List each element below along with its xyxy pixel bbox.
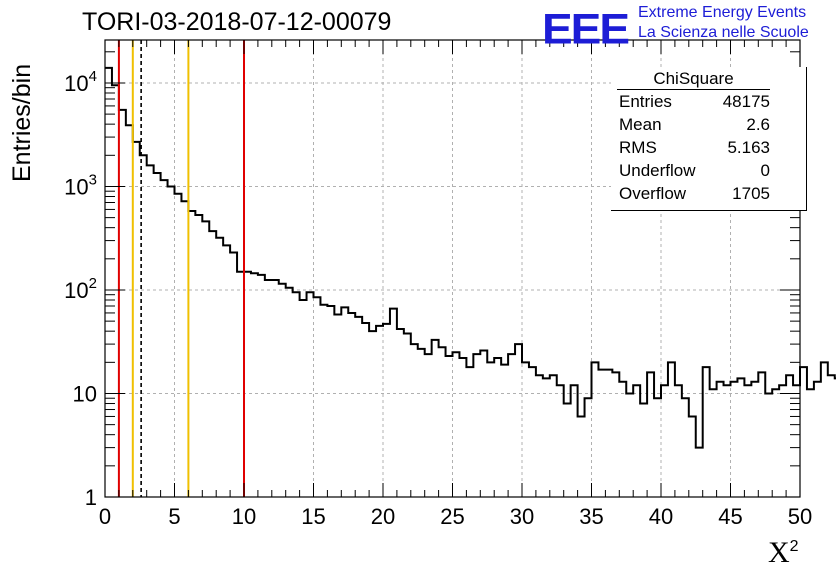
- y-tick-exponent: 4: [89, 68, 97, 85]
- y-tick-label: 103: [64, 171, 97, 199]
- y-tick-base: 10: [64, 174, 88, 199]
- stats-row-underflow: Underflow 0: [611, 159, 806, 182]
- eee-logo: EEE: [542, 5, 630, 53]
- y-tick-base: 10: [64, 71, 88, 96]
- x-tick-label: 40: [649, 504, 673, 529]
- logo-line-1: Extreme Energy Events: [638, 4, 807, 21]
- histogram-step-line: [105, 66, 836, 449]
- histogram-series: [105, 66, 836, 449]
- stats-row-overflow: Overflow 1705: [611, 182, 806, 205]
- x-axis-label: X2: [768, 536, 799, 570]
- x-tick-label: 25: [440, 504, 464, 529]
- y-tick-label: 104: [64, 68, 97, 96]
- stats-value: 2.6: [746, 115, 770, 134]
- stats-box: ChiSquare Entries 48175 Mean 2.6 RMS 5.1…: [611, 67, 807, 211]
- marker-lines: [117, 40, 245, 497]
- x-tick-label: 35: [579, 504, 603, 529]
- y-tick-label: 1: [85, 485, 97, 510]
- x-axis-label-exponent: 2: [789, 538, 799, 555]
- stats-value: 1705: [732, 184, 770, 203]
- plot-title: TORI-03-2018-07-12-00079: [82, 8, 392, 36]
- y-axis-label: Entries/bin: [8, 63, 36, 182]
- x-tick-label: 20: [371, 504, 395, 529]
- x-tick-label: 50: [788, 504, 812, 529]
- stats-label: Mean: [619, 115, 662, 134]
- x-tick-label: 45: [718, 504, 742, 529]
- stats-label: Overflow: [619, 184, 687, 203]
- x-tick-label: 5: [168, 504, 180, 529]
- x-axis-label-base: X: [768, 536, 790, 569]
- stats-label: RMS: [619, 138, 657, 157]
- x-tick-label: 0: [99, 504, 111, 529]
- x-tick-labels: 0 5 10 15 20 25 30 35 40 45 50: [99, 504, 812, 529]
- x-tick-label: 15: [301, 504, 325, 529]
- y-tick-exponent: 2: [89, 275, 97, 292]
- logo-line-2: La Scienza nelle Scuole: [638, 24, 809, 41]
- stats-label: Entries: [619, 92, 672, 111]
- x-tick-label: 30: [510, 504, 534, 529]
- stats-row-entries: Entries 48175: [611, 90, 806, 113]
- stats-value: 5.163: [727, 138, 770, 157]
- stats-row-rms: RMS 5.163: [611, 136, 806, 159]
- stats-row-mean: Mean 2.6: [611, 113, 806, 136]
- y-tick-label: 10: [73, 381, 97, 406]
- y-tick-exponent: 3: [89, 171, 97, 188]
- stats-value: 48175: [722, 92, 770, 111]
- y-tick-label: 102: [64, 275, 97, 303]
- y-tick-base: 10: [64, 278, 88, 303]
- stats-label: Underflow: [619, 161, 696, 180]
- x-tick-label: 10: [232, 504, 256, 529]
- stats-value: 0: [760, 161, 770, 180]
- stats-title: ChiSquare: [617, 69, 770, 90]
